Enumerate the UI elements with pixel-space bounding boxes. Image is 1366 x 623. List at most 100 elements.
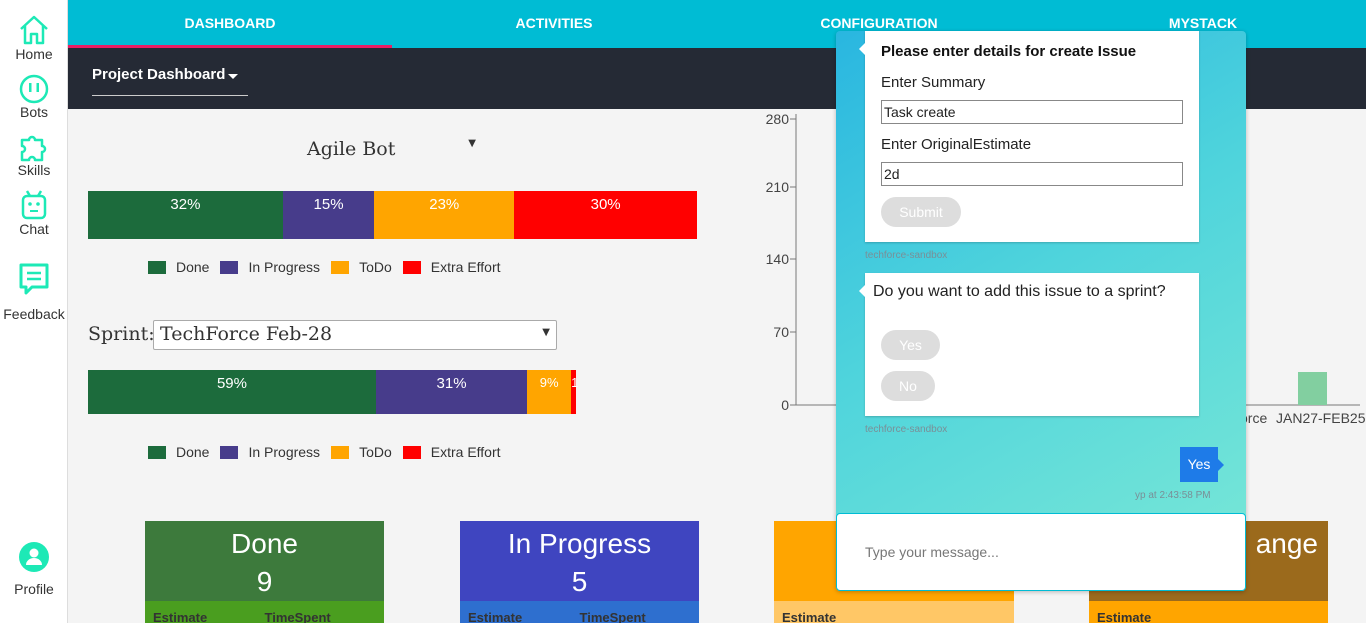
progress-segment-done: 32% — [88, 191, 283, 239]
sidebar-item-label: Skills — [17, 162, 51, 178]
tab-dashboard[interactable]: DASHBOARD — [68, 0, 392, 48]
card-foot-estimate: Estimate — [1097, 610, 1152, 623]
chat-window: Please enter details for create Issue En… — [836, 31, 1246, 591]
sidebar-item-label: Bots — [19, 104, 48, 120]
sidebar-item-home[interactable]: Home — [0, 14, 68, 62]
chevron-down-icon — [228, 74, 238, 79]
sidebar-item-label: Chat — [19, 221, 49, 237]
sidebar-item-feedback[interactable]: Feedback — [0, 262, 68, 322]
message-source: techforce-sandbox — [865, 424, 948, 435]
user-message-meta: yp at 2:43:58 PM — [1135, 490, 1211, 501]
y-tick: 140 — [765, 251, 789, 267]
bot-message-question: Do you want to add this issue to a sprin… — [859, 273, 1199, 416]
legend-label: ToDo — [359, 444, 392, 460]
overall-progress-bar: 32% 15% 23% 30% — [88, 191, 697, 239]
sidebar-item-label: Feedback — [3, 306, 65, 322]
legend-swatch — [402, 260, 421, 274]
card-title: ange — [1255, 528, 1318, 559]
legend-swatch — [402, 445, 421, 459]
message-source: techforce-sandbox — [865, 250, 948, 261]
legend-item: Done — [148, 444, 209, 460]
legend-item: In Progress — [220, 444, 320, 460]
legend: Done In Progress ToDo Extra Effort — [148, 259, 512, 275]
legend: Done In Progress ToDo Extra Effort — [148, 444, 512, 460]
legend-item: ToDo — [331, 259, 392, 275]
bot-select[interactable]: Agile Bot ▼ — [300, 136, 480, 164]
progress-segment-extra-effort: 30% — [514, 191, 697, 239]
legend-item: Extra Effort — [402, 259, 501, 275]
puzzle-icon — [20, 135, 47, 162]
user-message: Yes — [1180, 447, 1224, 482]
profile-icon — [19, 542, 49, 572]
home-icon — [20, 15, 48, 45]
no-button[interactable]: No — [881, 371, 935, 401]
sidebar-item-label: Home — [15, 46, 53, 62]
summary-label: Enter Summary — [881, 74, 986, 91]
question-text: Do you want to add this issue to a sprin… — [873, 283, 1166, 300]
card-title: Done — [231, 528, 298, 559]
y-tick: 280 — [765, 111, 789, 127]
bot-message-form: Please enter details for create Issue En… — [859, 31, 1199, 242]
card-foot-estimate: Estimate — [468, 610, 523, 623]
sprint-label: Sprint: — [88, 323, 155, 345]
sidebar-item-profile[interactable]: Profile — [0, 541, 68, 597]
legend-label: Extra Effort — [430, 444, 501, 460]
card-footer: Estimate TimeSpent — [145, 601, 384, 623]
dropdown-arrow-icon: ▼ — [542, 327, 550, 338]
status-card-in-progress[interactable]: In Progress 5 Estimate TimeSpent — [460, 521, 699, 623]
project-select-label: Project Dashboard — [92, 66, 226, 83]
card-header: In Progress 5 — [460, 521, 699, 601]
card-footer: Estimate TimeSpent — [460, 601, 699, 623]
card-foot-timespent: TimeSpent — [264, 610, 331, 623]
estimate-label: Enter OriginalEstimate — [881, 136, 1032, 153]
card-footer: Estimate — [1089, 601, 1328, 623]
sidebar-item-skills[interactable]: Skills — [0, 132, 68, 178]
tab-activities[interactable]: ACTIVITIES — [515, 15, 593, 31]
progress-segment-in-progress: 31% — [375, 370, 528, 414]
legend-item: Done — [148, 259, 209, 275]
legend-item: Extra Effort — [402, 444, 501, 460]
summary-input[interactable] — [881, 100, 1183, 124]
project-dashboard-select[interactable]: Project Dashboard — [92, 66, 248, 96]
bot-select-value: Agile Bot — [307, 138, 396, 160]
submit-button[interactable]: Submit — [881, 197, 961, 227]
tab-configuration[interactable]: CONFIGURATION — [820, 15, 938, 31]
tab-mystack[interactable]: MYSTACK — [1168, 15, 1238, 31]
card-header: Done 9 — [145, 521, 384, 601]
estimate-input[interactable] — [881, 162, 1183, 186]
legend-swatch — [331, 260, 350, 274]
x-tick-label: orce — [1240, 410, 1268, 426]
bot-face-icon — [19, 74, 49, 104]
card-footer: Estimate — [774, 601, 1014, 623]
robot-icon — [21, 190, 47, 220]
status-card-done[interactable]: Done 9 Estimate TimeSpent — [145, 521, 384, 623]
chat-message-input[interactable] — [836, 513, 1246, 591]
progress-segment-done: 59% — [88, 370, 376, 414]
progress-segment-extra-effort: 1 — [571, 370, 578, 414]
legend-label: ToDo — [359, 259, 392, 275]
card-foot-timespent: TimeSpent — [579, 610, 646, 623]
y-tick: 70 — [773, 324, 789, 340]
progress-segment-todo: 9% — [527, 370, 572, 414]
feedback-icon — [19, 263, 49, 295]
yes-button[interactable]: Yes — [881, 330, 940, 360]
legend-label: Done — [176, 259, 210, 275]
dropdown-arrow-icon: ▼ — [468, 138, 476, 149]
progress-segment-todo: 23% — [374, 191, 515, 239]
legend-label: Done — [176, 444, 210, 460]
sidebar-item-bots[interactable]: Bots — [0, 74, 68, 120]
legend-swatch — [331, 445, 350, 459]
sprint-select[interactable]: TechForce Feb-28 ▼ — [153, 320, 557, 350]
legend-label: In Progress — [248, 259, 321, 275]
legend-item: ToDo — [331, 444, 392, 460]
legend-label: Extra Effort — [430, 259, 501, 275]
legend-swatch — [148, 445, 166, 459]
chart-bar — [1298, 372, 1327, 405]
legend-item: In Progress — [220, 259, 320, 275]
card-title: In Progress — [507, 528, 652, 559]
x-tick-label: JAN27-FEB25 — [1276, 410, 1366, 426]
sidebar-item-label: Profile — [14, 581, 54, 597]
sidebar-item-chat[interactable]: Chat — [0, 189, 68, 237]
card-count: 9 — [256, 566, 273, 597]
form-title: Please enter details for create Issue — [881, 43, 1137, 60]
